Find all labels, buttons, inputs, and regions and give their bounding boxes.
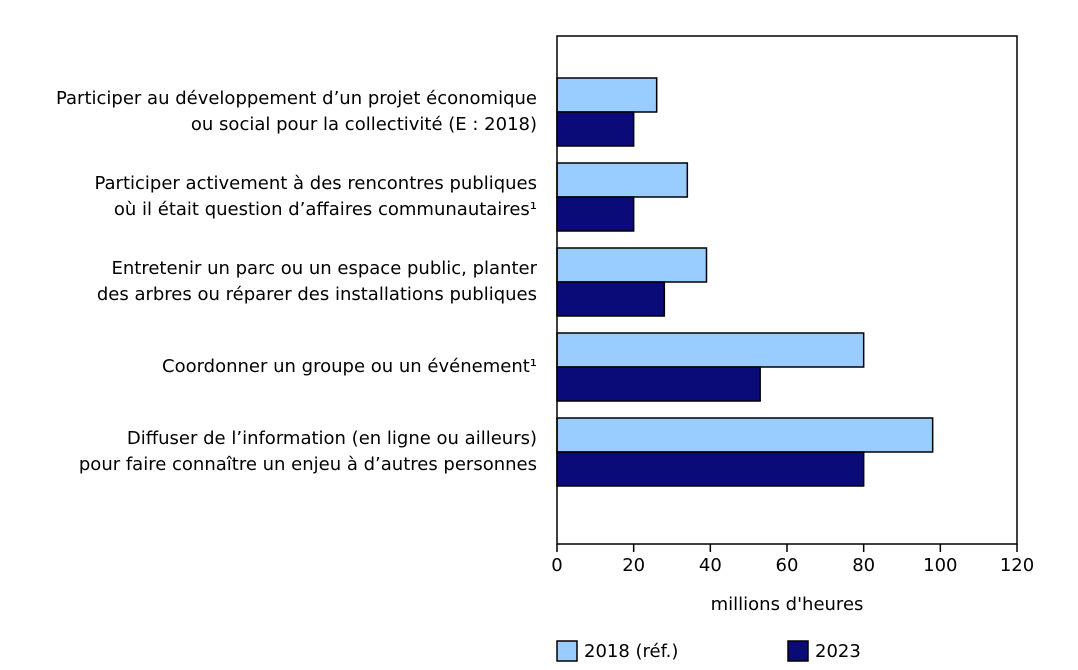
bar [556, 332, 865, 368]
category-label: Coordonner un groupe ou un événement¹ [162, 356, 537, 377]
bar [556, 366, 761, 402]
x-axis-label: millions d'heures [711, 594, 864, 615]
bar [556, 417, 934, 453]
legend-swatch [787, 640, 809, 662]
bar [556, 162, 689, 198]
category-label: des arbres ou réparer des installations … [97, 284, 537, 305]
category-label: Diffuser de l’information (en ligne ou a… [127, 428, 537, 449]
x-tick-label: 100 [923, 555, 957, 576]
x-tick-label: 40 [699, 555, 722, 576]
bar [556, 247, 708, 283]
category-label: Entretenir un parc ou un espace public, … [112, 258, 538, 279]
category-label: où il était question d’affaires communau… [114, 199, 537, 220]
legend-label: 2023 [815, 641, 861, 662]
x-tick-label: 20 [622, 555, 645, 576]
bar [556, 196, 635, 232]
bar [556, 281, 666, 317]
bar [556, 77, 658, 113]
legend-label: 2018 (réf.) [584, 641, 678, 662]
category-label: ou social pour la collectivité (E : 2018… [191, 114, 537, 135]
category-label: Participer activement à des rencontres p… [94, 173, 537, 194]
bar [556, 111, 635, 147]
x-tick-label: 0 [551, 555, 562, 576]
bar [556, 451, 865, 487]
category-label: pour faire connaître un enjeu à d’autres… [79, 454, 537, 475]
x-tick-label: 80 [852, 555, 875, 576]
x-tick-label: 60 [776, 555, 799, 576]
x-tick-label: 120 [1000, 555, 1034, 576]
legend-swatch [556, 640, 578, 662]
category-label: Participer au développement d’un projet … [56, 88, 537, 109]
